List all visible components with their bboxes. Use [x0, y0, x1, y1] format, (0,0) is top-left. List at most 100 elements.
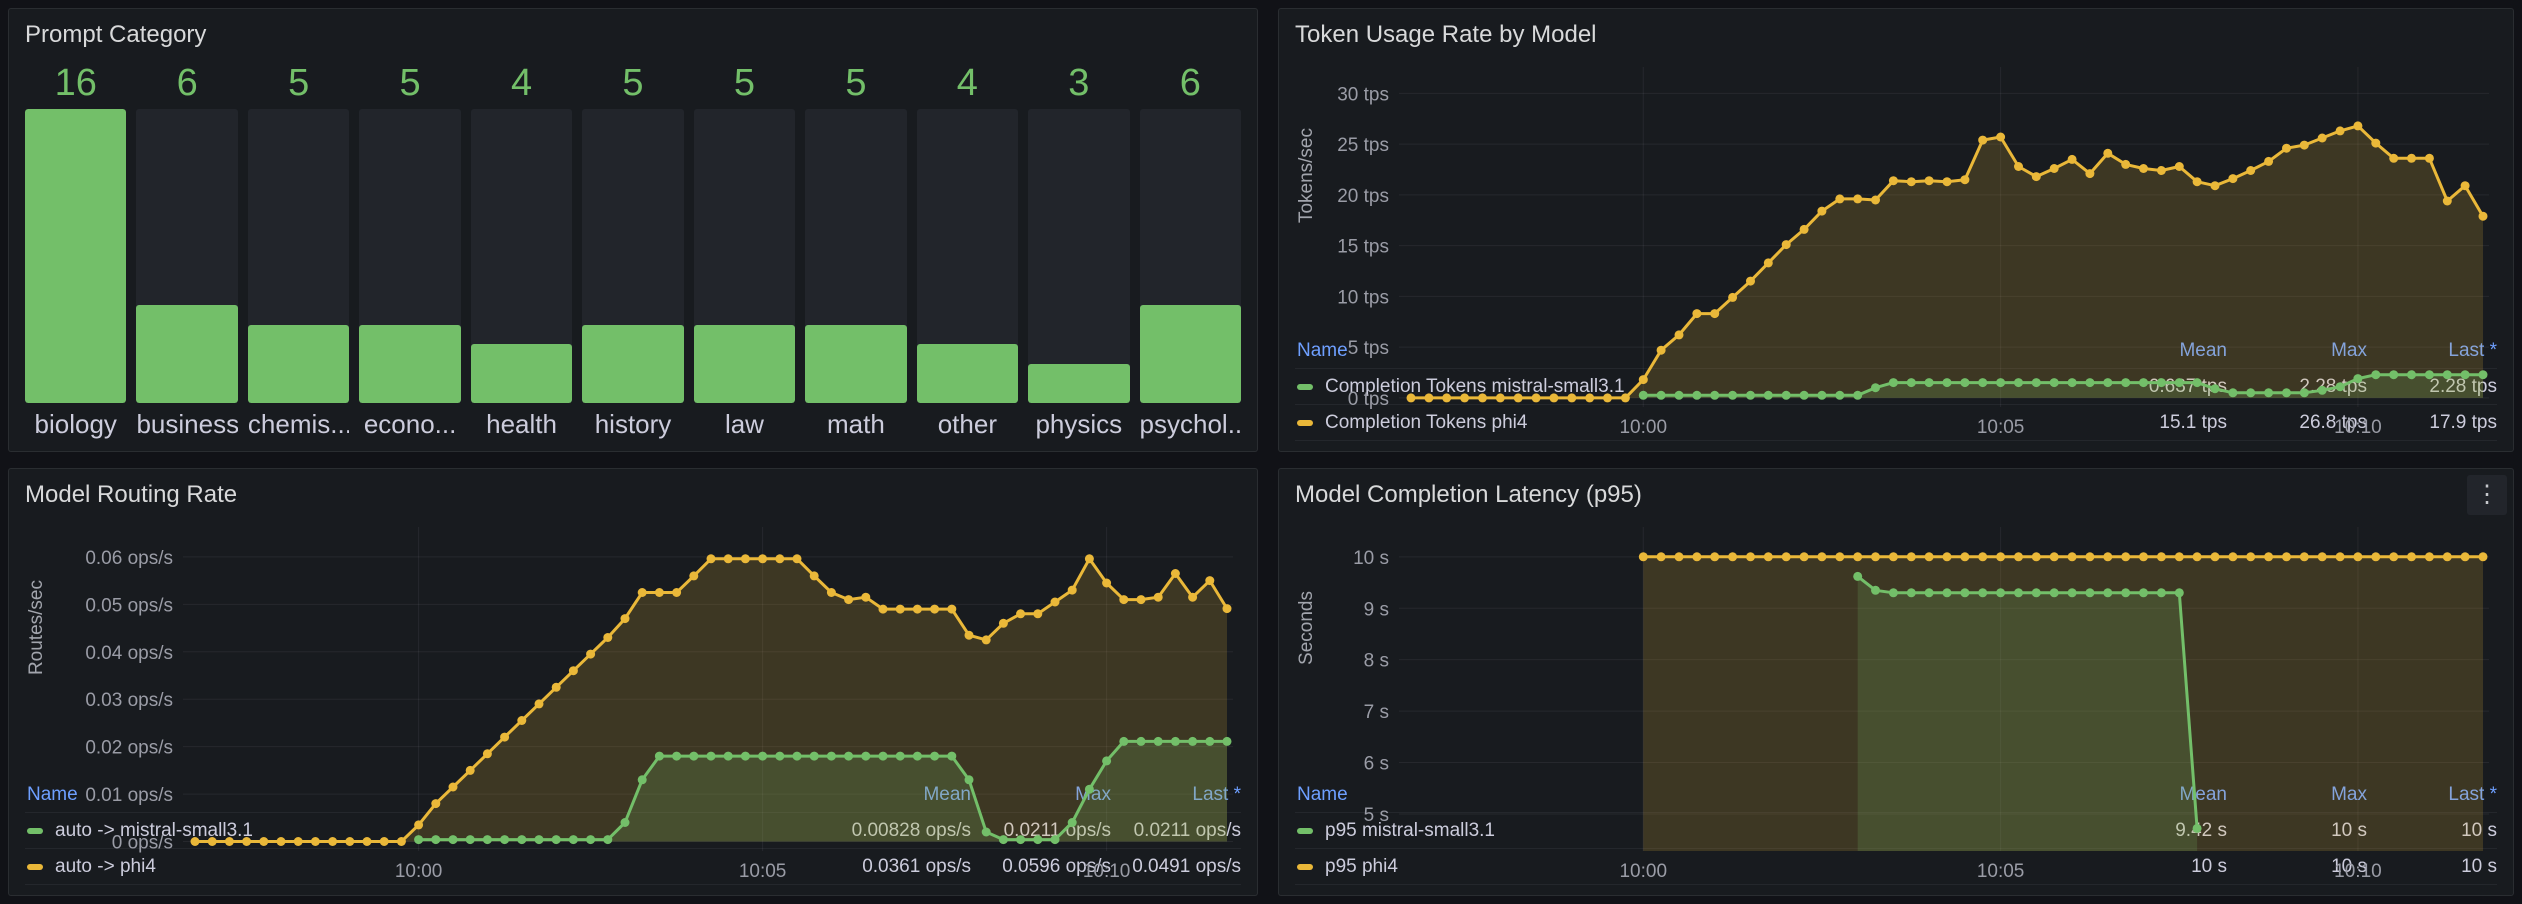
bar-category-label: history — [594, 409, 672, 439]
bar-category-label: math — [826, 409, 885, 439]
series-last-value: 10 s — [2461, 855, 2497, 877]
series-name-label[interactable]: Completion Tokens phi4 — [1325, 411, 1528, 433]
series-name-label[interactable]: p95 phi4 — [1325, 855, 1398, 877]
bar-column: 5 history — [582, 59, 684, 441]
legend-header-mean[interactable]: Mean — [2179, 783, 2227, 805]
legend-series-cell: p95 phi4 — [1295, 856, 2067, 878]
bar-fill — [916, 344, 1019, 403]
legend-header-last[interactable]: Last * — [2448, 783, 2497, 805]
svg-text:10:05: 10:05 — [1977, 417, 2025, 438]
bar-fill — [693, 324, 796, 403]
series-color-chip — [27, 863, 43, 870]
bar-column: 16 biology — [25, 59, 127, 441]
series-name-label[interactable]: Completion Tokens mistral-small3.1 — [1325, 375, 1625, 397]
panel-menu-button[interactable]: ⋮ — [2467, 475, 2507, 515]
legend-row: Completion Tokens phi4 15.1 tps 26.8 tps 17… — [1295, 405, 2497, 441]
legend-series-cell: p95 mistral-small3.1 — [1295, 820, 2067, 842]
svg-text:10:10: 10:10 — [1083, 861, 1131, 882]
legend-header-max[interactable]: Max — [2331, 783, 2367, 805]
legend-header-mean[interactable]: Mean — [2179, 339, 2227, 361]
bar-value-label: 6 — [1179, 62, 1201, 104]
svg-text:10:00: 10:00 — [1619, 861, 1667, 882]
bar-category-label: econo... — [363, 409, 457, 439]
bar-track — [136, 109, 238, 403]
bar-category-label: law — [724, 409, 764, 439]
svg-text:10:10: 10:10 — [2334, 861, 2382, 882]
legend-series-cell: auto -> phi4 — [25, 856, 811, 878]
bar-column: 3 physics — [1028, 59, 1130, 441]
legend-header-name[interactable]: Name — [1297, 339, 1348, 361]
time-series-chart: Tokens/sec 0 tps 5 tps 10 tps 15 tps 20 tps 2… — [1295, 55, 2497, 438]
series-mean-value: 0.637 tps — [2148, 375, 2227, 397]
series-color-chip — [1297, 383, 1313, 390]
series-color-chip — [1297, 827, 1313, 834]
legend-series-cell: Completion Tokens phi4 — [1295, 412, 2067, 434]
series-name-label[interactable]: auto -> mistral-small3.1 — [55, 819, 253, 841]
svg-text:0 tps: 0 tps — [1348, 389, 1389, 410]
svg-text:10:05: 10:05 — [739, 861, 787, 882]
panel-prompt-category: Prompt Category 16 biology 6 business 5 chemi… — [8, 8, 1258, 452]
svg-text:0.01 ops/s: 0.01 ops/s — [85, 785, 173, 806]
svg-text:10:00: 10:00 — [395, 861, 443, 882]
legend-header-last[interactable]: Last * — [2448, 339, 2497, 361]
bar-value-label: 4 — [510, 62, 533, 104]
bar-fill — [247, 324, 350, 403]
panel-title: Model Routing Rate — [25, 481, 238, 508]
bar-gauge: 16 biology 6 business 5 chemis... 5 econo... 4 he… — [25, 59, 1241, 441]
panel-model-completion-latency: Model Completion Latency (p95) ⋮ Seconds… — [1278, 468, 2514, 896]
bar-track — [582, 109, 684, 403]
bar-fill — [1139, 305, 1241, 403]
bar-value-label: 5 — [845, 62, 867, 104]
series-max-value: 10 s — [2331, 819, 2367, 841]
legend-header-name[interactable]: Name — [1297, 783, 1348, 805]
bar-fill — [1028, 363, 1130, 403]
bar-value-label: 5 — [733, 62, 756, 104]
panel-model-routing-rate: Model Routing Rate Routes/sec 0 ops/s 0.0… — [8, 468, 1258, 896]
legend-row: auto -> phi4 0.0361 ops/s 0.0596 ops/s 0.04… — [25, 849, 1241, 885]
bar-fill — [136, 305, 238, 403]
bar-track — [693, 109, 796, 403]
legend-header-max[interactable]: Max — [2331, 339, 2367, 361]
series-color-chip — [27, 827, 43, 834]
series-max-value: 26.8 tps — [2299, 411, 2367, 433]
series-name-label[interactable]: p95 mistral-small3.1 — [1325, 819, 1495, 841]
legend-header-name[interactable]: Name — [27, 783, 78, 805]
legend-row: auto -> mistral-small3.1 0.00828 ops/s 0.0… — [25, 813, 1241, 849]
bar-column: 5 econo... — [359, 59, 461, 441]
svg-text:5 s: 5 s — [1364, 805, 1389, 826]
svg-text:0.03 ops/s: 0.03 ops/s — [85, 690, 173, 711]
series-name-label[interactable]: auto -> phi4 — [55, 855, 156, 877]
kebab-menu-icon: ⋮ — [2475, 481, 2499, 508]
time-series-plot: 5 s 6 s 7 s 8 s 9 s 10 s 10:00 10:05 10:10 — [1295, 515, 2497, 882]
bar-fill — [582, 324, 684, 403]
panel-title: Model Completion Latency (p95) — [1295, 481, 1642, 508]
svg-text:5 tps: 5 tps — [1348, 338, 1389, 359]
svg-text:20 tps: 20 tps — [1337, 186, 1389, 207]
bar-column: 5 math — [805, 59, 907, 441]
bar-fill — [359, 324, 461, 403]
svg-text:25 tps: 25 tps — [1337, 135, 1389, 156]
legend-header-last[interactable]: Last * — [1192, 783, 1241, 805]
series-mean-value: 0.0361 ops/s — [862, 855, 971, 877]
time-series-plot: 0 tps 5 tps 10 tps 15 tps 20 tps 25 tps 30 tps… — [1295, 55, 2497, 438]
legend-series-cell: auto -> mistral-small3.1 — [25, 820, 811, 842]
svg-text:0.02 ops/s: 0.02 ops/s — [85, 738, 173, 759]
svg-text:7 s: 7 s — [1364, 702, 1389, 723]
legend-series-cell: Completion Tokens mistral-small3.1 — [1295, 376, 2067, 398]
series-last-value: 0.0211 ops/s — [1133, 819, 1241, 841]
bar-track — [1028, 109, 1130, 403]
legend-header-mean[interactable]: Mean — [923, 783, 971, 805]
svg-text:9 s: 9 s — [1364, 599, 1389, 620]
series-max-value: 0.0596 ops/s — [1002, 855, 1111, 877]
bar-value-label: 5 — [622, 62, 644, 104]
bar-column: 5 chemis... — [247, 59, 350, 441]
series-last-value: 10 s — [2461, 819, 2497, 841]
svg-text:15 tps: 15 tps — [1337, 237, 1389, 258]
bar-fill — [470, 344, 573, 403]
bar-value-label: 6 — [176, 62, 198, 104]
